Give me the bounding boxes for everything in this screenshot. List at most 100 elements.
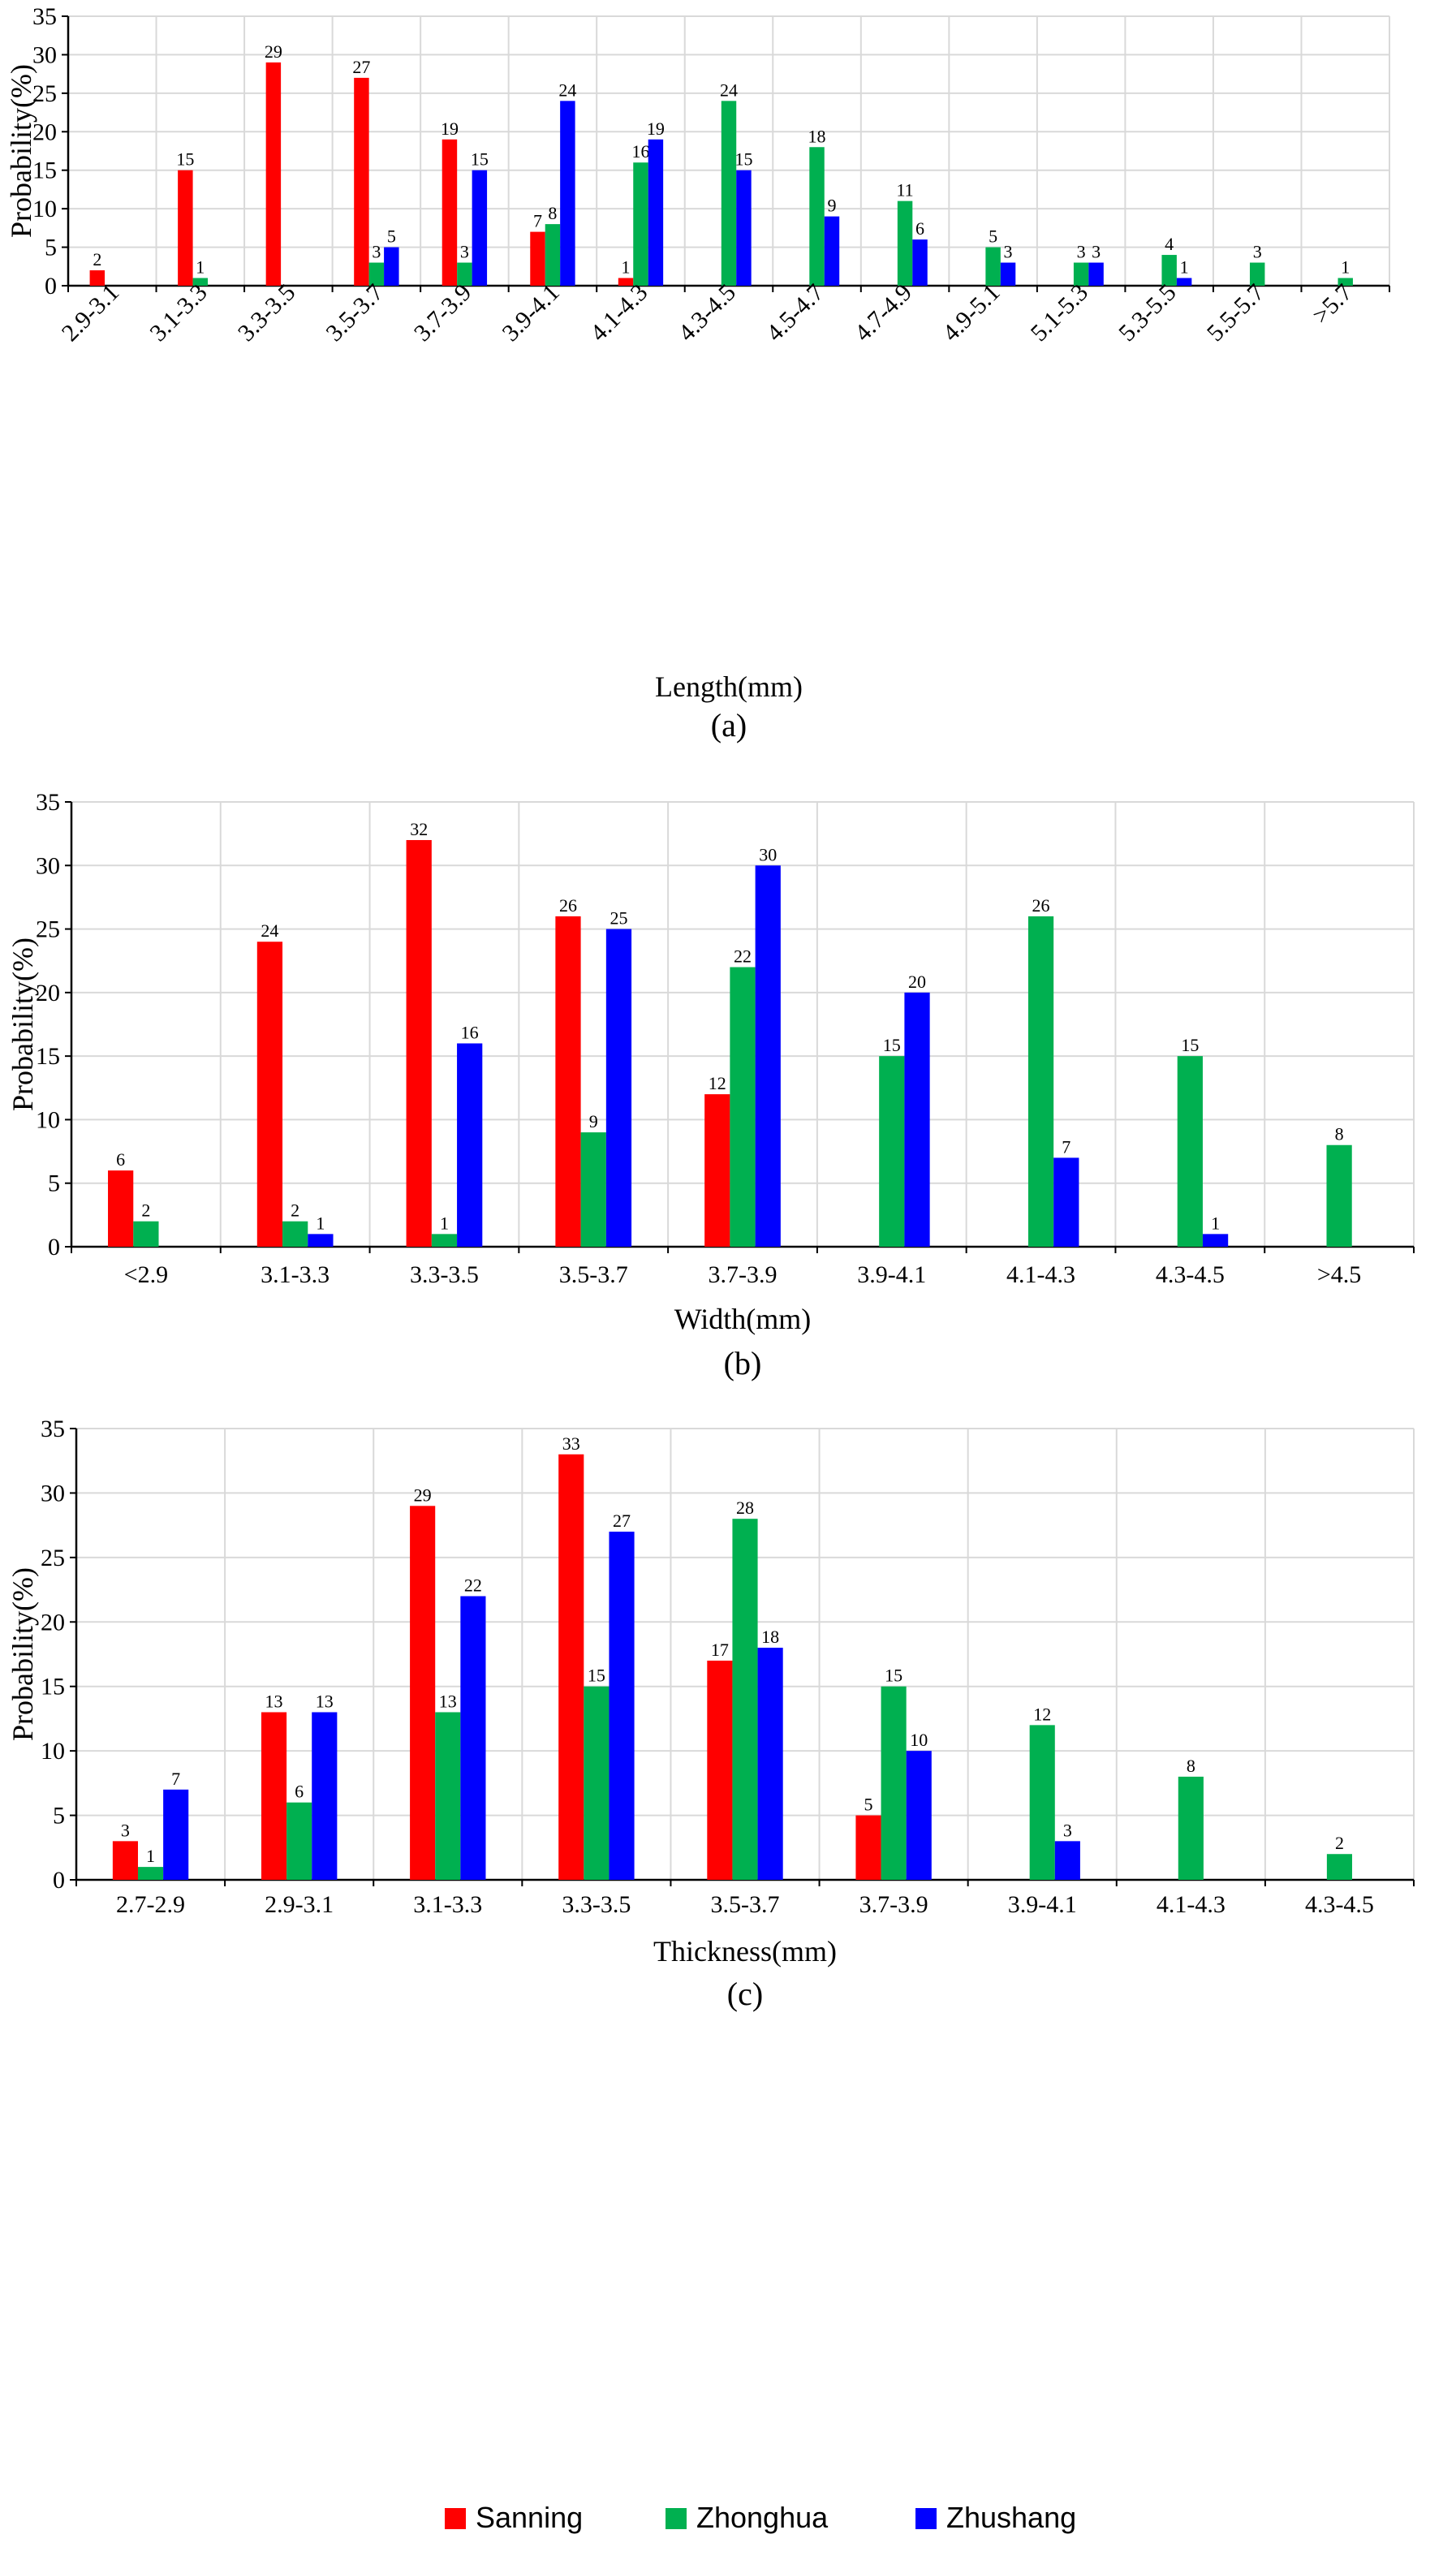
data-label: 15 [588,1666,605,1686]
data-label: 1 [622,257,631,278]
legend-label-sanning: Sanning [476,2501,583,2534]
y-tick-label: 20 [41,1609,65,1636]
bar-zhonghua-2 [431,1234,458,1247]
x-tick-label: 3.5-3.7 [711,1891,780,1918]
bar-sanning-4 [704,1094,730,1247]
data-label: 3 [460,242,469,262]
y-tick-label: 35 [32,3,57,30]
bar-zhushang-5 [904,992,930,1247]
data-label: 19 [647,119,665,139]
data-label: 1 [440,1213,449,1233]
bar-zhonghua-4 [457,262,472,286]
x-tick-label: 2.7-2.9 [116,1891,185,1918]
data-label: 33 [562,1433,580,1454]
data-label: 30 [759,844,777,864]
y-tick-label: 30 [36,852,60,879]
legend-label-zhonghua: Zhonghua [696,2501,829,2534]
data-label: 2 [291,1200,299,1221]
data-label: 12 [709,1073,726,1093]
data-label: 15 [471,149,489,170]
data-label: 6 [116,1149,125,1170]
x-tick-label: 4.9-5.1 [937,279,1005,347]
data-label: 3 [121,1820,130,1840]
bar-zhonghua-9 [897,200,913,286]
x-tick-label: >4.5 [1317,1261,1361,1288]
y-tick-label: 25 [41,1545,65,1571]
x-tick-label: 3.7-3.9 [409,279,476,347]
bar-zhushang-9 [912,239,928,286]
bar-zhonghua-6 [633,162,648,286]
bar-zhushang-1 [308,1234,334,1247]
x-axis-title: Thickness(mm) [653,1935,837,1967]
chart-thickness: 0510152025303531329331751613152815128271… [6,1416,1415,2012]
bar-zhonghua-0 [137,1867,164,1880]
data-label: 15 [176,149,194,170]
data-label: 9 [589,1111,598,1131]
x-tick-label: 3.1-3.3 [144,279,212,347]
data-label: 3 [1004,242,1013,262]
bar-sanning-3 [354,77,369,286]
bar-zhushang-10 [1000,262,1016,286]
data-label: 3 [1253,242,1262,262]
bar-zhonghua-4 [730,967,756,1247]
bar-sanning-4 [707,1660,733,1880]
data-label: 1 [1211,1213,1220,1233]
y-tick-label: 0 [53,1867,65,1894]
bar-zhushang-6 [1054,1841,1080,1880]
bar-zhushang-4 [472,170,488,286]
data-label: 13 [316,1691,334,1711]
data-label: 22 [734,946,752,967]
y-tick-label: 0 [45,273,57,300]
y-tick-label: 30 [32,41,57,68]
bar-zhonghua-5 [881,1686,907,1880]
bar-sanning-0 [108,1170,134,1247]
bar-sanning-1 [256,942,283,1247]
data-label: 24 [261,920,278,941]
data-label: 3 [372,242,381,262]
bar-zhonghua-6 [1027,916,1054,1247]
bar-zhonghua-13 [1249,262,1265,286]
bar-zhonghua-8 [1326,1854,1353,1880]
bar-sanning-6 [618,278,634,286]
data-label: 5 [387,226,396,247]
x-tick-label: 4.7-4.9 [850,279,917,347]
x-tick-label: <2.9 [124,1261,168,1288]
bar-zhushang-0 [163,1789,189,1880]
bar-zhushang-5 [906,1751,932,1880]
data-label: 28 [736,1498,754,1518]
data-label: 12 [1033,1704,1051,1724]
x-tick-label: 3.9-4.1 [497,279,564,347]
legend-label-zhushang: Zhushang [946,2501,1076,2534]
panel-label: (a) [711,707,747,743]
bar-zhushang-4 [755,865,781,1247]
data-label: 15 [1181,1035,1199,1055]
bar-sanning-2 [406,839,432,1247]
bar-zhushang-3 [384,247,399,286]
bar-zhonghua-8 [809,147,825,286]
bar-zhonghua-7 [1177,1056,1203,1247]
y-tick-label: 20 [36,980,60,1006]
x-tick-label: 4.3-4.5 [1305,1891,1374,1918]
bar-zhonghua-14 [1338,278,1353,286]
bar-zhonghua-5 [545,224,561,286]
bar-zhushang-6 [1053,1157,1079,1247]
data-label: 29 [414,1485,432,1505]
data-label: 1 [146,1846,155,1866]
panel-label: (c) [727,1976,763,2012]
legend-swatch-sanning [445,2508,466,2529]
bar-zhushang-2 [460,1596,486,1880]
bar-sanning-1 [178,170,193,286]
bar-sanning-2 [410,1506,436,1880]
bar-zhushang-3 [605,929,632,1247]
data-label: 1 [1341,257,1350,278]
data-label: 8 [1335,1124,1344,1144]
data-label: 25 [610,908,627,929]
y-tick-label: 25 [32,80,57,107]
data-label: 18 [808,126,826,146]
bar-zhushang-11 [1088,262,1104,286]
y-tick-label: 10 [32,196,57,222]
data-label: 11 [896,180,913,200]
x-tick-label: 4.1-4.3 [1006,1261,1075,1288]
